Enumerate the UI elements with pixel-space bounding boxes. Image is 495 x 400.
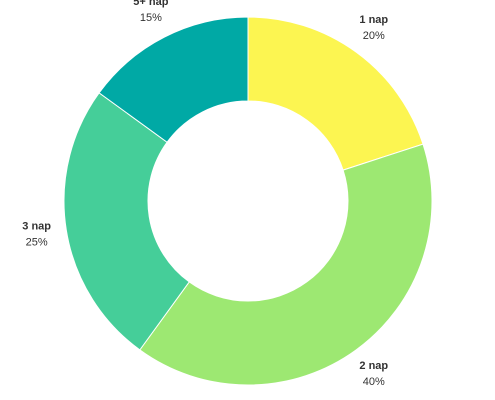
value-label: 25% [26, 236, 48, 248]
donut-slice [247, 16, 424, 171]
slice-label: 3 nap [22, 220, 51, 232]
slice-label: 5+ nap [133, 0, 168, 8]
donut-slice [63, 92, 190, 351]
slice-label: 1 nap [359, 14, 388, 26]
donut-slice [98, 16, 249, 143]
slice-label: 2 nap [359, 360, 388, 372]
value-label: 15% [140, 12, 162, 24]
value-label: 20% [363, 30, 385, 42]
donut-slice [139, 143, 433, 386]
value-label: 40% [363, 376, 385, 388]
